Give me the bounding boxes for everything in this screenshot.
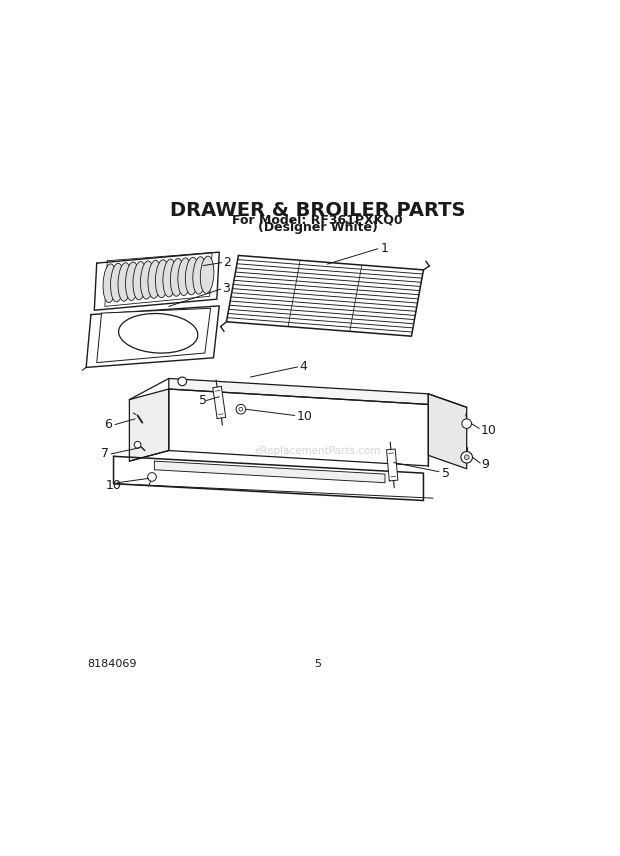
Polygon shape bbox=[169, 389, 428, 466]
Text: 5: 5 bbox=[314, 659, 321, 669]
Polygon shape bbox=[97, 308, 211, 363]
Polygon shape bbox=[213, 386, 226, 419]
Ellipse shape bbox=[125, 262, 139, 300]
Text: eReplacementParts.com: eReplacementParts.com bbox=[254, 447, 381, 456]
Ellipse shape bbox=[148, 260, 162, 299]
Circle shape bbox=[236, 404, 246, 414]
Ellipse shape bbox=[163, 259, 177, 297]
Polygon shape bbox=[386, 449, 398, 481]
Ellipse shape bbox=[156, 259, 169, 298]
Text: 2: 2 bbox=[223, 256, 231, 269]
Ellipse shape bbox=[103, 264, 117, 303]
Text: 9: 9 bbox=[482, 459, 489, 472]
Text: 7: 7 bbox=[100, 447, 108, 460]
Ellipse shape bbox=[141, 261, 154, 299]
Text: 8184069: 8184069 bbox=[87, 659, 136, 669]
Polygon shape bbox=[428, 394, 467, 469]
Polygon shape bbox=[86, 306, 219, 367]
Circle shape bbox=[464, 455, 469, 460]
Text: 5: 5 bbox=[441, 467, 450, 479]
Text: 10: 10 bbox=[480, 424, 497, 437]
Polygon shape bbox=[130, 389, 169, 461]
Text: 5: 5 bbox=[198, 394, 206, 407]
Text: (Designer White): (Designer White) bbox=[258, 221, 378, 234]
Text: 10: 10 bbox=[296, 410, 312, 424]
Text: 3: 3 bbox=[222, 282, 230, 295]
Ellipse shape bbox=[185, 258, 199, 294]
Ellipse shape bbox=[193, 257, 206, 294]
Circle shape bbox=[178, 377, 187, 386]
Polygon shape bbox=[113, 456, 423, 501]
Text: DRAWER & BROILER PARTS: DRAWER & BROILER PARTS bbox=[170, 201, 466, 220]
Text: 10: 10 bbox=[105, 479, 122, 491]
Ellipse shape bbox=[118, 263, 131, 301]
Ellipse shape bbox=[170, 259, 184, 296]
Ellipse shape bbox=[110, 264, 124, 302]
Polygon shape bbox=[154, 461, 385, 483]
Polygon shape bbox=[226, 255, 423, 336]
Ellipse shape bbox=[133, 261, 146, 300]
Text: 4: 4 bbox=[299, 360, 308, 373]
Circle shape bbox=[461, 451, 472, 463]
Ellipse shape bbox=[178, 258, 192, 295]
Text: 6: 6 bbox=[104, 418, 112, 431]
Ellipse shape bbox=[200, 256, 214, 294]
Circle shape bbox=[148, 473, 156, 481]
Polygon shape bbox=[169, 378, 428, 404]
Polygon shape bbox=[94, 253, 219, 310]
Text: 1: 1 bbox=[380, 241, 388, 255]
Circle shape bbox=[462, 419, 472, 429]
Text: For Model: RF361PXKQ0: For Model: RF361PXKQ0 bbox=[232, 214, 403, 227]
Circle shape bbox=[134, 442, 141, 449]
